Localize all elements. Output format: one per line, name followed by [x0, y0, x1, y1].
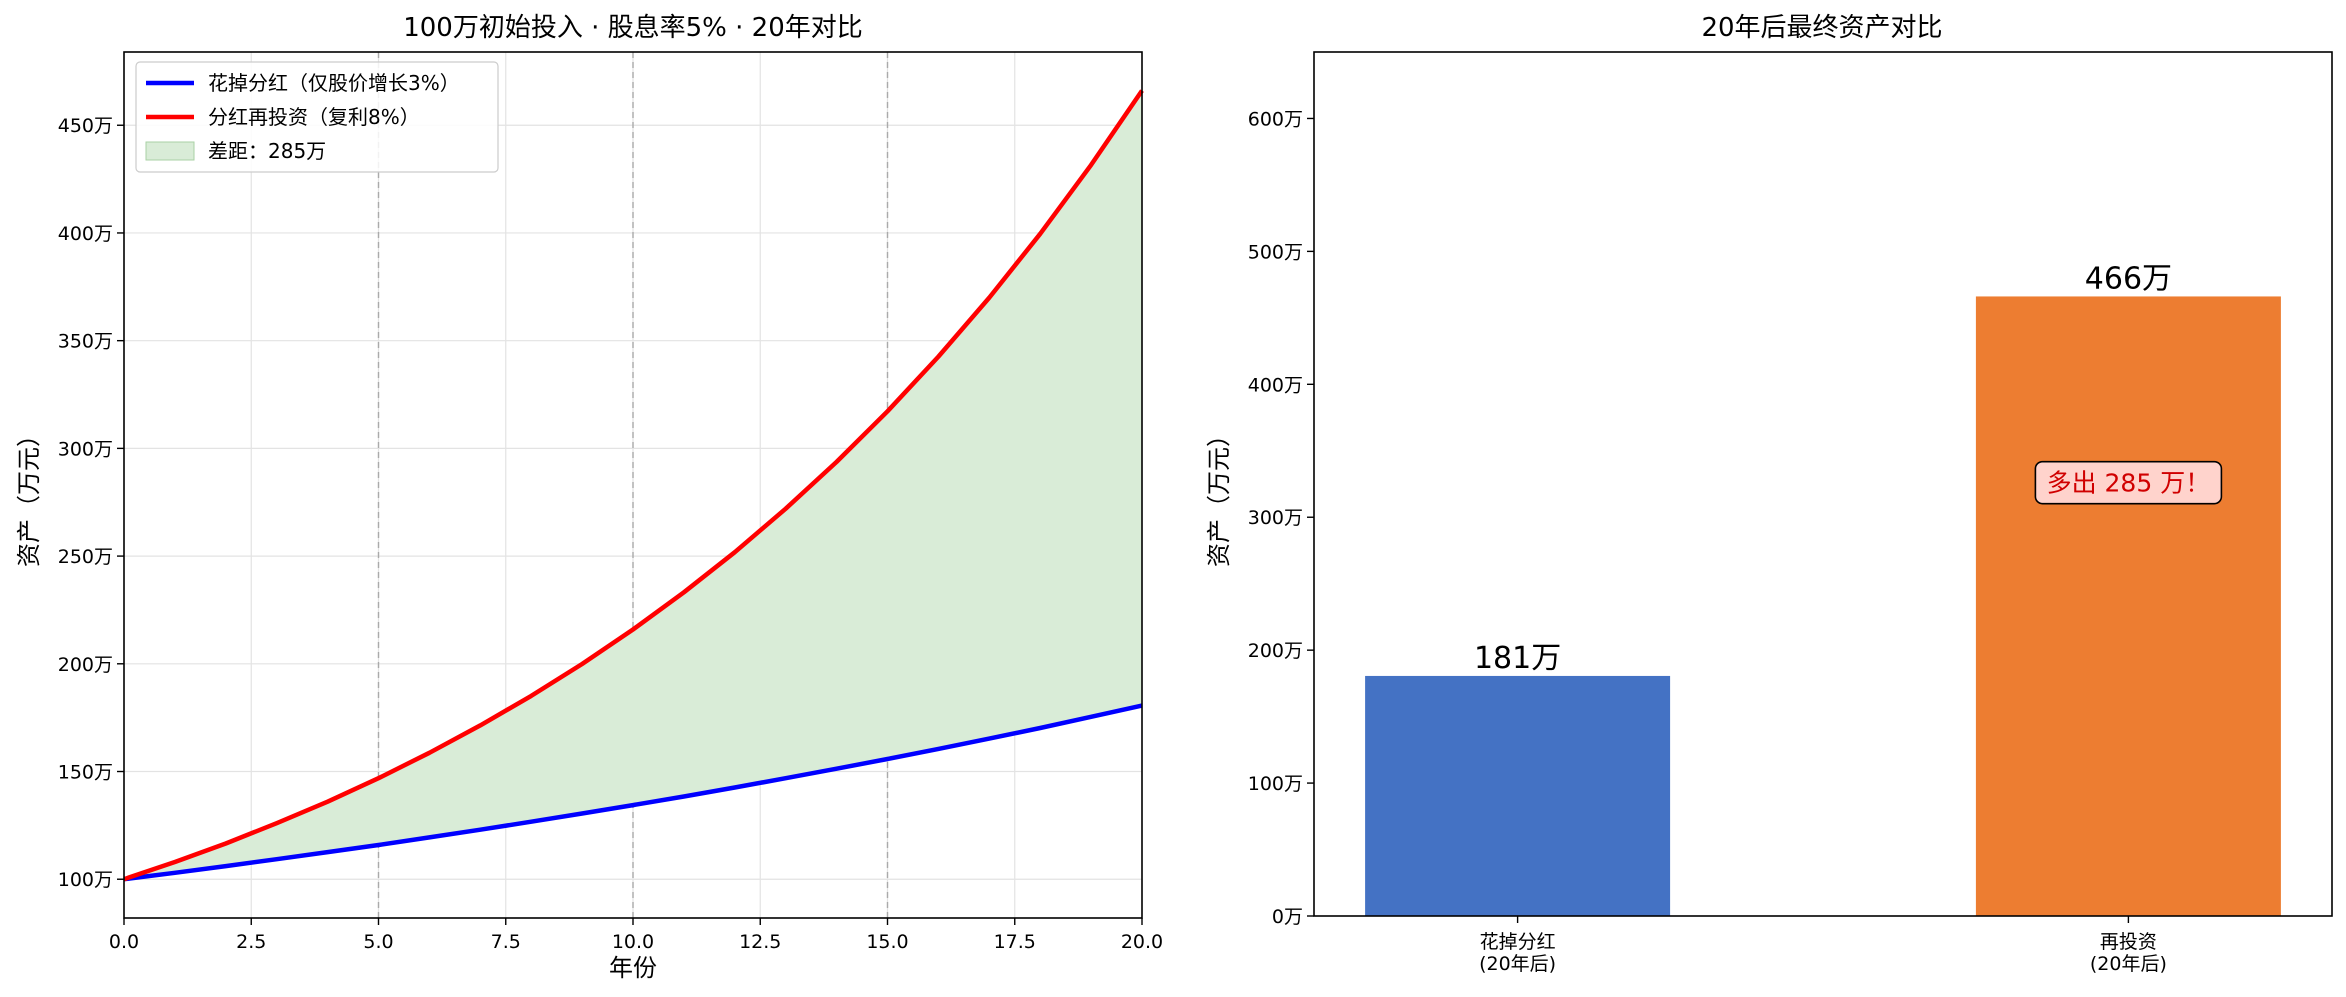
y-tick-label: 450万 — [58, 115, 113, 137]
legend-swatch-fill — [145, 141, 195, 161]
x-tick-label: 再投资(20年后) — [2090, 931, 2167, 975]
bar-value-label-2: 466万 — [2085, 261, 2172, 296]
y-tick-label: 350万 — [58, 331, 113, 353]
y-tick-label: 300万 — [58, 438, 113, 460]
annotation-box — [2034, 460, 2223, 505]
y-tick-label: 300万 — [1248, 507, 1303, 529]
left-chart-title: 100万初始投入 · 股息率5% · 20年对比 — [403, 13, 863, 43]
y-tick-label: 200万 — [1248, 640, 1303, 662]
legend-label-fill: 差距：285万 — [208, 139, 326, 163]
bar-1 — [1365, 675, 1671, 916]
series-line-1 — [123, 703, 1143, 882]
left-x-ticks: 0.0 2.5 5.0 7.5 10.0 12.5 15.0 17.5 20.0 — [109, 918, 1163, 953]
annotation-text: 多出 285 万！ — [2047, 469, 2211, 498]
y-tick-label: 0万 — [1272, 906, 1303, 928]
x-tick-label: 7.5 — [491, 931, 521, 953]
left-x-axis-label: 年份 — [609, 954, 657, 982]
x-tick-label: 花掉分红(20年后) — [1479, 931, 1556, 975]
x-tick-label-line: (20年后) — [2090, 953, 2167, 975]
y-tick-label: 100万 — [1248, 773, 1303, 795]
x-tick-label: 12.5 — [739, 931, 781, 953]
bar-value-label-1: 181万 — [1474, 641, 1561, 676]
difference-annotation: 多出 285 万！ — [2034, 460, 2223, 505]
y-tick-label: 600万 — [1248, 108, 1303, 130]
x-tick-label-line: 再投资 — [2100, 931, 2157, 953]
x-tick-label: 10.0 — [612, 931, 654, 953]
series-line-2 — [123, 89, 1144, 882]
y-tick-label: 100万 — [58, 869, 113, 891]
x-tick-label-line: (20年后) — [1479, 953, 1556, 975]
bar-2 — [1975, 296, 2281, 916]
y-tick-label: 500万 — [1248, 241, 1303, 263]
x-tick-label: 5.0 — [363, 931, 393, 953]
legend-label-1: 花掉分红（仅股价增长3%） — [208, 71, 460, 95]
y-tick-label: 150万 — [58, 762, 113, 784]
left-y-axis-label: 资产（万元） — [15, 423, 43, 567]
growth-line-chart: 0.0 2.5 5.0 7.5 10.0 12.5 15.0 17.5 20.0 100万 150… — [15, 13, 1163, 982]
y-tick-label: 400万 — [1248, 374, 1303, 396]
right-x-ticks: 花掉分红(20年后)再投资(20年后) — [1479, 916, 2167, 975]
left-legend: 花掉分红（仅股价增长3%） 分红再投资（复利8%） 差距：285万 — [135, 61, 499, 173]
left-series-lines — [123, 89, 1144, 882]
y-tick-label: 400万 — [58, 223, 113, 245]
right-chart-title: 20年后最终资产对比 — [1701, 13, 1942, 43]
right-bars: 181万 466万 — [1365, 261, 2281, 916]
x-tick-label: 0.0 — [109, 931, 139, 953]
y-tick-label: 200万 — [58, 654, 113, 676]
right-y-axis-label: 资产（万元） — [1205, 423, 1233, 567]
x-tick-label-line: 花掉分红 — [1480, 931, 1556, 953]
x-tick-label: 2.5 — [236, 931, 266, 953]
right-plot-frame — [1313, 51, 2333, 917]
legend-box — [135, 61, 499, 173]
right-y-ticks: 0万 100万 200万 300万 400万 500万 600万 — [1248, 108, 1314, 928]
x-tick-label: 15.0 — [866, 931, 908, 953]
x-tick-label: 17.5 — [994, 931, 1036, 953]
left-y-ticks: 100万 150万 200万 250万 300万 350万 400万 450万 — [58, 115, 124, 891]
legend-label-2: 分红再投资（复利8%） — [208, 105, 420, 129]
x-tick-label: 20.0 — [1121, 931, 1163, 953]
gap-fill-area — [124, 90, 1142, 880]
y-tick-label: 250万 — [58, 546, 113, 568]
